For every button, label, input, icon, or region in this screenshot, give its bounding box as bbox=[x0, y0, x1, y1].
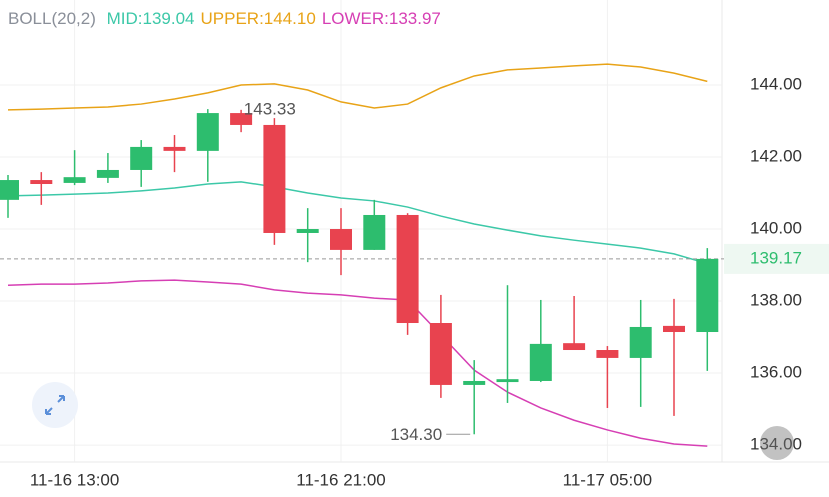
y-tick-label: 144.00 bbox=[750, 74, 802, 93]
min-label: 134.30 bbox=[390, 425, 442, 444]
last-price-label: 139.17 bbox=[750, 248, 802, 267]
candle-body bbox=[563, 343, 586, 351]
y-tick-label: 136.00 bbox=[750, 363, 802, 382]
legend-entry: UPPER:144.10 bbox=[200, 9, 316, 28]
candle-body bbox=[196, 113, 219, 151]
candle-body bbox=[596, 350, 619, 358]
y-tick-label: 138.00 bbox=[750, 291, 802, 310]
candle-body bbox=[30, 180, 53, 185]
candle-body bbox=[463, 380, 486, 385]
band-line bbox=[7, 63, 708, 111]
band-line bbox=[7, 181, 708, 265]
legend-entry: MID:139.04 bbox=[106, 9, 195, 28]
last-price-box bbox=[724, 243, 829, 274]
candle-body bbox=[629, 326, 652, 358]
candle-body bbox=[263, 124, 286, 233]
candle-body bbox=[63, 177, 86, 183]
legend: BOLL(20,2) MID:139.04 UPPER:144.10 LOWER:1… bbox=[8, 9, 447, 29]
candle-body bbox=[296, 229, 319, 233]
candle-body bbox=[363, 214, 386, 250]
candle-body bbox=[130, 146, 153, 170]
x-tick-label: 11-17 05:00 bbox=[563, 470, 652, 489]
candle-body bbox=[0, 180, 19, 200]
x-tick-label: 11-16 13:00 bbox=[30, 470, 119, 489]
legend-entry: LOWER:133.97 bbox=[321, 9, 441, 28]
x-tick-label: 11-16 21:00 bbox=[296, 470, 385, 489]
candle-body bbox=[396, 214, 419, 324]
candle-body bbox=[496, 379, 519, 383]
max-label: 143.33 bbox=[244, 100, 296, 119]
candle-body bbox=[696, 258, 719, 333]
candle-body bbox=[96, 169, 119, 178]
candle-body bbox=[429, 323, 452, 385]
candle-body bbox=[663, 325, 685, 333]
candle-body bbox=[330, 229, 352, 250]
candle-body bbox=[163, 146, 186, 151]
candle-body bbox=[230, 113, 253, 125]
candle-body bbox=[529, 343, 552, 381]
y-tick-label: 134.00 bbox=[750, 435, 802, 454]
indicator-label: BOLL(20,2) bbox=[8, 9, 96, 28]
band-line bbox=[7, 279, 708, 447]
y-tick-label: 140.00 bbox=[750, 219, 802, 238]
y-tick-label: 142.00 bbox=[750, 146, 802, 165]
